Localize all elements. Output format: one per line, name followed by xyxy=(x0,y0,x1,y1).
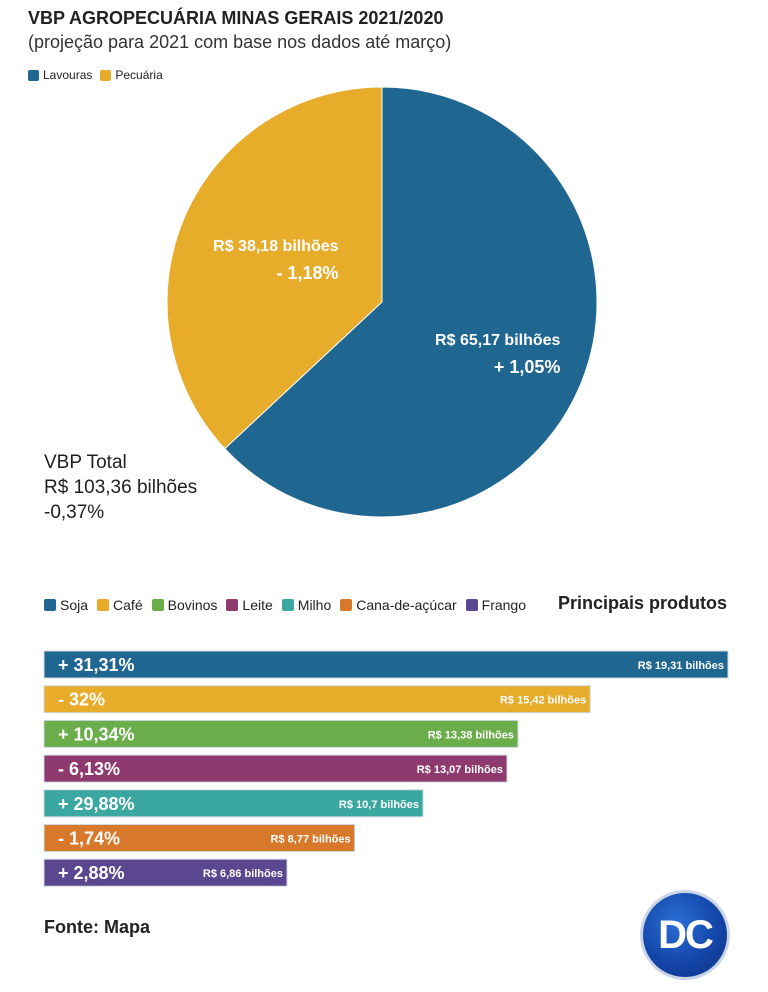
source-label: Fonte: Mapa xyxy=(44,917,150,937)
bar-change-label-2: + 10,34% xyxy=(58,724,135,744)
bar-legend-item-6: Frango xyxy=(465,597,526,613)
bar-legend: Soja Café Bovinos Leite Milho Cana-de-açúcar F… xyxy=(44,597,535,613)
pie-legend-item-label-1: Pecuária xyxy=(115,68,163,82)
pie-legend: Lavouras Pecuária xyxy=(28,68,171,82)
bar-1 xyxy=(43,685,591,714)
bar-legend-item-swatch-2 xyxy=(151,599,164,611)
pie-label-pecuária: R$ 38,18 bilhões - 1,18% xyxy=(213,238,338,283)
bar-legend-item-swatch-5 xyxy=(340,599,353,611)
logo-text: DC xyxy=(658,912,714,957)
products-title: Principais produtos xyxy=(558,593,728,613)
pie-change-label-0: + 1,05% xyxy=(494,357,561,377)
bar-legend-item-label-3: Leite xyxy=(242,597,273,613)
pie-value-label-1: R$ 38,18 bilhões xyxy=(213,238,338,255)
bar-legend-item-swatch-3 xyxy=(226,599,239,611)
bar-legend-item-5: Cana-de-açúcar xyxy=(340,597,457,613)
bar-legend-item-label-1: Café xyxy=(113,597,143,613)
chart-subtitle: (projeção para 2021 com base nos dados a… xyxy=(28,32,452,52)
bar-legend-item-swatch-1 xyxy=(97,599,110,611)
bar-change-label-0: + 31,31% xyxy=(58,655,135,675)
bar-change-label-6: + 2,88% xyxy=(58,863,125,883)
bar-0 xyxy=(43,650,729,679)
chart-title: VBP AGROPECUÁRIA MINAS GERAIS 2021/2020 xyxy=(28,8,444,28)
bar-legend-item-swatch-0 xyxy=(44,599,56,611)
pie-legend-item-label-0: Lavouras xyxy=(43,68,93,82)
bar-legend-item-1: Café xyxy=(97,597,143,613)
pie-legend-item-swatch-0 xyxy=(28,69,39,81)
pie-slice-lavouras xyxy=(224,86,598,518)
bar-legend-item-4: Milho xyxy=(281,597,332,613)
bar-legend-item-3: Leite xyxy=(226,597,273,613)
bar-3 xyxy=(43,754,508,783)
bar-legend-item-label-0: Soja xyxy=(60,597,89,613)
pie-change-label-1: - 1,18% xyxy=(277,263,339,283)
bar-value-label-5: R$ 8,77 bilhões xyxy=(271,834,351,846)
pie-slice-pecuária xyxy=(166,86,383,450)
bar-value-label-3: R$ 13,07 bilhões xyxy=(417,764,503,776)
bar-legend-item-swatch-6 xyxy=(465,599,478,611)
bar-2 xyxy=(43,719,519,748)
bar-value-label-6: R$ 6,86 bilhões xyxy=(203,868,283,880)
bar-legend-item-swatch-4 xyxy=(281,599,294,611)
bar-value-label-4: R$ 10,7 bilhões xyxy=(339,799,419,811)
pie-legend-item-swatch-1 xyxy=(100,69,112,81)
bar-legend-item-label-5: Cana-de-açúcar xyxy=(356,597,457,613)
bar-chart: + 31,31% R$ 19,31 bilhões - 32% R$ 15,42 bi… xyxy=(43,650,729,887)
bar-legend-item-label-4: Milho xyxy=(297,597,332,613)
bar-value-label-1: R$ 15,42 bilhões xyxy=(500,695,586,707)
total-change: -0,37% xyxy=(44,502,105,523)
pie-legend-item-0: Lavouras xyxy=(28,68,92,82)
bar-5 xyxy=(43,824,356,852)
bar-6 xyxy=(43,858,288,887)
bar-change-label-4: + 29,88% xyxy=(58,794,135,814)
pie-legend-item-1: Pecuária xyxy=(100,68,163,82)
bar-value-label-0: R$ 19,31 bilhões xyxy=(638,660,724,672)
pie-chart: R$ 65,17 bilhões + 1,05% R$ 38,18 bilhões -… xyxy=(166,86,598,518)
dc-logo: DC xyxy=(640,890,730,980)
bar-4 xyxy=(43,789,424,818)
total-value: R$ 103,36 bilhões xyxy=(44,477,198,498)
bar-change-label-1: - 32% xyxy=(58,690,105,710)
bar-change-label-3: - 6,13% xyxy=(58,759,120,779)
bar-value-label-2: R$ 13,38 bilhões xyxy=(428,729,514,741)
bar-change-label-5: - 1,74% xyxy=(58,829,120,849)
total-label: VBP Total xyxy=(44,452,127,473)
bar-legend-item-label-2: Bovinos xyxy=(167,597,218,613)
bar-legend-item-0: Soja xyxy=(44,597,88,613)
bar-legend-item-label-6: Frango xyxy=(481,597,526,613)
pie-value-label-0: R$ 65,17 bilhões xyxy=(435,332,560,349)
bar-legend-item-2: Bovinos xyxy=(151,597,218,613)
pie-label-lavouras: R$ 65,17 bilhões + 1,05% xyxy=(435,332,560,377)
